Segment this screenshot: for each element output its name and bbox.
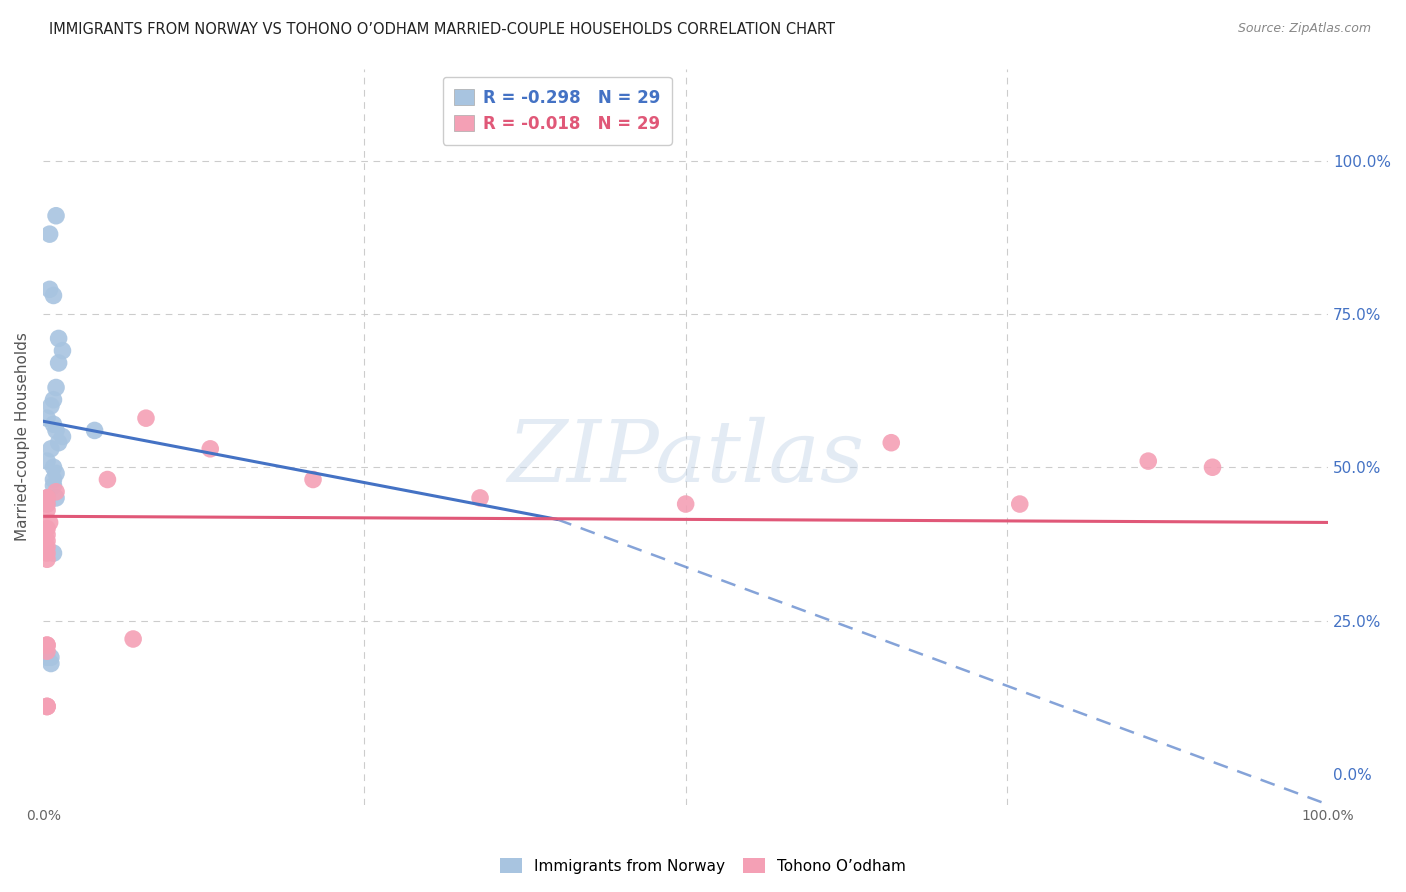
Point [42, 417, 65, 432]
Point [96, 473, 118, 487]
Point [48, 356, 70, 370]
Point [39, 650, 62, 665]
Point [1008, 497, 1031, 511]
Point [83, 424, 105, 438]
Point [35, 454, 58, 468]
Point [51, 343, 73, 358]
Point [35, 699, 58, 714]
Y-axis label: Married-couple Households: Married-couple Households [15, 332, 30, 541]
Point [35, 497, 58, 511]
Point [38, 282, 60, 296]
Point [35, 540, 58, 554]
Legend: R = -0.298   N = 29, R = -0.018   N = 29: R = -0.298 N = 29, R = -0.018 N = 29 [443, 77, 672, 145]
Point [42, 288, 65, 302]
Point [35, 650, 58, 665]
Point [675, 497, 697, 511]
Point [468, 491, 491, 505]
Point [35, 491, 58, 505]
Point [35, 411, 58, 425]
Point [39, 399, 62, 413]
Text: IMMIGRANTS FROM NORWAY VS TOHONO O’ODHAM MARRIED-COUPLE HOUSEHOLDS CORRELATION C: IMMIGRANTS FROM NORWAY VS TOHONO O’ODHAM… [49, 22, 835, 37]
Point [1201, 460, 1223, 475]
Point [135, 411, 157, 425]
Legend: Immigrants from Norway, Tohono O’odham: Immigrants from Norway, Tohono O’odham [494, 852, 912, 880]
Point [35, 533, 58, 548]
Point [48, 435, 70, 450]
Point [42, 460, 65, 475]
Point [35, 497, 58, 511]
Point [35, 638, 58, 652]
Point [122, 632, 145, 646]
Point [35, 552, 58, 566]
Point [39, 657, 62, 671]
Point [35, 699, 58, 714]
Point [39, 442, 62, 456]
Point [35, 503, 58, 517]
Point [200, 442, 222, 456]
Point [45, 467, 67, 481]
Point [45, 424, 67, 438]
Text: Source: ZipAtlas.com: Source: ZipAtlas.com [1237, 22, 1371, 36]
Point [51, 429, 73, 443]
Point [35, 699, 58, 714]
Point [35, 546, 58, 560]
Point [35, 491, 58, 505]
Point [302, 473, 325, 487]
Point [38, 516, 60, 530]
Point [38, 227, 60, 241]
Point [35, 491, 58, 505]
Point [35, 638, 58, 652]
Point [45, 209, 67, 223]
Point [42, 546, 65, 560]
Point [35, 522, 58, 536]
Point [880, 435, 903, 450]
Point [45, 380, 67, 394]
Text: ZIPatlas: ZIPatlas [508, 417, 865, 500]
Point [48, 331, 70, 345]
Point [35, 527, 58, 541]
Point [35, 644, 58, 658]
Point [42, 478, 65, 492]
Point [42, 392, 65, 407]
Point [45, 491, 67, 505]
Point [45, 484, 67, 499]
Point [42, 473, 65, 487]
Point [1137, 454, 1160, 468]
